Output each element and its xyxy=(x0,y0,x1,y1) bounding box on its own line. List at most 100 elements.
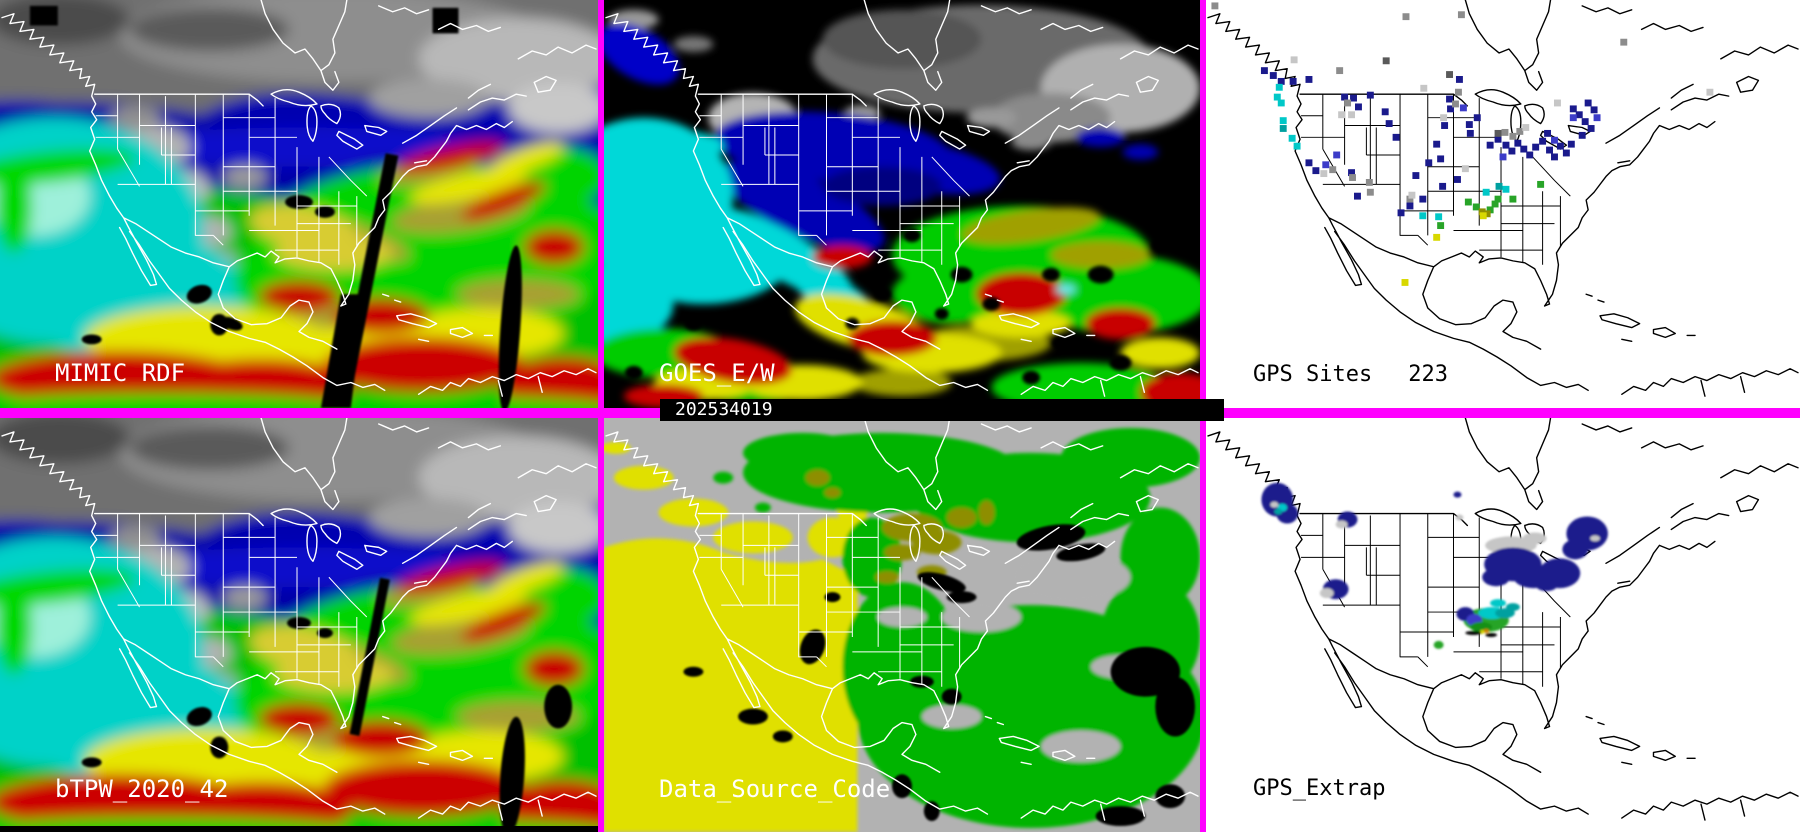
gps-site-dot xyxy=(1348,169,1355,177)
gps-site-dot xyxy=(1509,132,1517,140)
gps-extrap-blob xyxy=(1483,628,1490,633)
gps-site-dot xyxy=(1293,142,1301,150)
gps-site-dot xyxy=(1385,120,1393,128)
gps-site-dot xyxy=(1366,188,1374,196)
gps-site-dot xyxy=(1532,143,1540,151)
gps-extrap-blob xyxy=(1590,535,1601,542)
gps-site-dot xyxy=(1433,233,1441,241)
gps-site-dot xyxy=(1465,121,1473,128)
gps-site-dot xyxy=(1408,191,1416,199)
gps-site-dot xyxy=(1578,131,1586,139)
gps-site-dot xyxy=(1381,108,1389,116)
gps-site-dot xyxy=(1406,195,1414,203)
gps-site-dot xyxy=(1348,111,1355,119)
gps-site-dot xyxy=(1290,56,1298,64)
gps-extrap-blob xyxy=(1485,632,1498,637)
gps-site-dot xyxy=(1569,105,1577,113)
timestamp-text: 202534019 xyxy=(675,399,773,420)
gps-site-dot xyxy=(1305,76,1313,83)
gps-site-dot xyxy=(1502,141,1510,149)
gps-site-dot xyxy=(1452,100,1459,108)
gps-site-dot xyxy=(1569,114,1577,122)
btpw-imagery xyxy=(0,418,598,832)
gps-site-dot xyxy=(1483,210,1491,218)
gps-site-dot xyxy=(1447,105,1454,113)
gps-sites-label: GPS Sites xyxy=(1253,362,1373,387)
gps-site-dot xyxy=(1508,147,1516,155)
gps-site-dot xyxy=(1461,165,1469,173)
gps-site-dot xyxy=(1526,151,1534,159)
gps-site-dot xyxy=(1437,155,1445,163)
gps-site-dot xyxy=(1509,195,1517,203)
panel-mimic-rdf: MIMIC RDF xyxy=(0,0,598,408)
gps-site-dot xyxy=(1590,106,1598,114)
gps-site-dot xyxy=(1551,136,1558,144)
gps-extrap-blob xyxy=(1274,508,1283,515)
panel-btpw: bTPW_2020_42 xyxy=(0,418,598,832)
missing-data-swaths xyxy=(81,577,573,832)
gps-site-dot xyxy=(1584,99,1592,107)
gps-site-dot xyxy=(1499,153,1507,161)
panel-label-gps-extrap: GPS_Extrap xyxy=(1253,776,1386,801)
gps-site-dot xyxy=(1289,77,1297,85)
gps-site-dot xyxy=(1562,149,1570,157)
gps-site-dot xyxy=(1433,140,1441,148)
gps-site-dot xyxy=(1412,172,1420,179)
gps-site-dot xyxy=(1341,93,1349,101)
gps-site-dot xyxy=(1516,127,1524,135)
gps-site-dot xyxy=(1269,72,1277,79)
gps-extrap-map xyxy=(1206,418,1800,832)
gps-site-dot xyxy=(1501,128,1509,136)
gps-site-dot xyxy=(1544,129,1552,137)
gps-site-dot xyxy=(1581,118,1589,126)
gps-site-dot xyxy=(1392,133,1400,141)
gps-site-dot xyxy=(1336,67,1344,75)
gps-site-dot xyxy=(1520,145,1528,153)
btpw-bottom-bar xyxy=(0,826,598,832)
gps-site-dot xyxy=(1312,167,1320,175)
gps-extrap-blob xyxy=(1433,640,1444,649)
gps-site-dot xyxy=(1425,159,1433,167)
gps-site-dot xyxy=(1537,180,1545,188)
gps-sites-count: 223 xyxy=(1408,362,1448,387)
gps-site-dot xyxy=(1494,129,1502,137)
gps-extrap-blob xyxy=(1482,568,1510,587)
gps-site-dot xyxy=(1354,192,1361,200)
gps-site-dot xyxy=(1446,71,1454,78)
panel-gps-sites: GPS Sites 223 xyxy=(1206,0,1800,408)
gps-site-dot xyxy=(1522,124,1530,131)
gps-site-dot xyxy=(1575,111,1583,119)
gps-site-dot xyxy=(1567,140,1575,148)
gps-site-dot xyxy=(1333,151,1341,159)
gps-site-dot xyxy=(1706,88,1714,96)
gps-site-dot xyxy=(1464,198,1472,206)
gps-site-dot xyxy=(1491,200,1499,208)
gps-site-dot xyxy=(1402,13,1410,21)
gps-site-dot xyxy=(1305,159,1313,167)
panel-gps-extrap: GPS_Extrap xyxy=(1206,418,1800,832)
gps-site-dot xyxy=(1455,76,1463,83)
gps-site-dot xyxy=(1454,88,1462,96)
gps-site-dot xyxy=(1459,104,1467,112)
gps-site-dot xyxy=(1288,134,1296,142)
gps-extrap-blob xyxy=(1562,539,1589,560)
gps-site-dot xyxy=(1279,117,1287,125)
gps-site-dot xyxy=(1556,142,1564,150)
gps-site-dot xyxy=(1365,178,1373,186)
gps-site-dot xyxy=(1260,67,1268,75)
gps-extrap-blob xyxy=(1335,520,1348,529)
gps-site-dots xyxy=(1211,2,1714,286)
timestamp-bar: 202534019 xyxy=(660,399,1224,421)
gps-extrap-blobs xyxy=(1261,482,1608,649)
gps-site-dot xyxy=(1457,11,1465,19)
gps-site-dot xyxy=(1486,206,1494,214)
goes-ew-imagery xyxy=(604,0,1200,408)
gps-extrap-blob xyxy=(1534,575,1559,592)
gps-site-dot xyxy=(1551,153,1558,161)
gps-site-dot xyxy=(1211,2,1219,10)
gps-sites-map xyxy=(1206,0,1800,408)
gps-site-dot xyxy=(1553,99,1561,107)
mimic-rdf-imagery xyxy=(0,0,598,408)
gps-site-dot xyxy=(1279,125,1287,132)
gps-site-dot xyxy=(1446,95,1454,103)
